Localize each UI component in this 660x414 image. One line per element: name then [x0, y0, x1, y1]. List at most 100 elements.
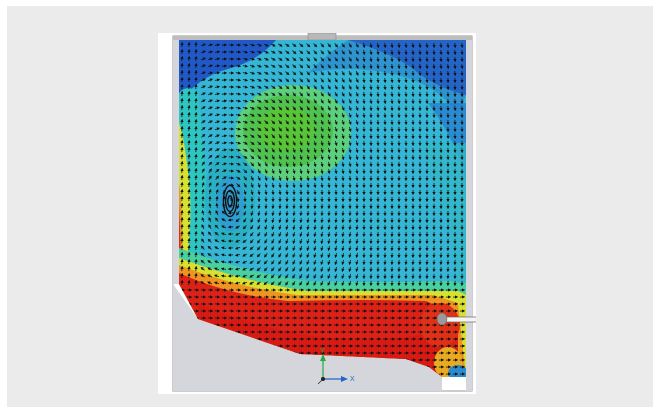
velocity-arrow: [306, 252, 310, 259]
velocity-arrow: [292, 154, 296, 161]
velocity-arrow: [220, 239, 227, 243]
velocity-arrow: [327, 85, 331, 90]
velocity-arrow: [271, 182, 275, 189]
velocity-arrow: [348, 140, 352, 147]
velocity-arrow: [207, 245, 212, 250]
velocity-arrow: [313, 57, 318, 62]
velocity-arrow: [334, 259, 338, 266]
velocity-arrow: [348, 56, 352, 62]
velocity-arrow: [271, 246, 275, 251]
velocity-arrow: [334, 140, 338, 147]
velocity-arrow: [271, 43, 276, 47]
velocity-arrow: [320, 154, 324, 161]
velocity-arrow: [320, 224, 324, 231]
velocity-arrow: [234, 246, 241, 250]
velocity-arrow: [299, 266, 303, 272]
velocity-arrow: [306, 259, 310, 266]
velocity-arrow: [235, 141, 242, 145]
velocity-arrow: [249, 267, 255, 271]
velocity-arrow: [355, 49, 359, 55]
velocity-arrow: [327, 112, 331, 118]
velocity-arrow: [327, 43, 332, 48]
velocity-arrow: [278, 238, 282, 244]
velocity-arrow: [221, 127, 228, 131]
velocity-arrow: [264, 239, 268, 244]
velocity-arrow: [306, 43, 311, 48]
velocity-arrow: [278, 231, 282, 238]
velocity-arrow: [256, 78, 262, 82]
velocity-arrow: [257, 141, 262, 146]
velocity-arrow: [334, 273, 338, 280]
velocity-arrow: [201, 133, 206, 138]
velocity-arrow: [214, 120, 221, 124]
velocity-arrow: [348, 231, 352, 238]
velocity-arrow: [243, 217, 247, 223]
velocity-arrow: [285, 113, 289, 118]
velocity-arrow: [214, 92, 221, 96]
velocity-arrow: [201, 224, 205, 230]
velocity-arrow: [257, 148, 262, 153]
velocity-arrow: [355, 126, 359, 133]
velocity-arrow: [348, 91, 352, 97]
velocity-arrow: [320, 168, 324, 175]
velocity-arrow: [313, 64, 318, 69]
velocity-arrow: [235, 232, 241, 236]
velocity-arrow: [278, 64, 283, 68]
velocity-arrow: [264, 253, 268, 258]
velocity-arrow: [242, 57, 249, 61]
velocity-arrow: [285, 92, 290, 97]
velocity-arrow: [257, 161, 261, 167]
velocity-arrow: [264, 127, 269, 132]
velocity-arrow: [213, 281, 220, 285]
velocity-arrow: [257, 189, 261, 196]
velocity-arrow: [327, 140, 331, 147]
velocity-arrow: [214, 155, 220, 159]
velocity-arrow: [285, 64, 290, 69]
velocity-arrow: [348, 273, 352, 280]
velocity-arrow: [327, 231, 331, 238]
velocity-arrow: [348, 119, 352, 126]
velocity-arrow: [278, 245, 282, 251]
velocity-arrow: [271, 134, 275, 139]
velocity-arrow: [241, 281, 248, 285]
velocity-arrow: [263, 57, 269, 61]
velocity-arrow: [242, 106, 249, 110]
velocity-arrow: [250, 217, 254, 223]
velocity-arrow: [214, 224, 219, 229]
velocity-arrow: [214, 260, 220, 264]
velocity-arrow: [285, 71, 290, 76]
velocity-arrow: [341, 133, 345, 140]
velocity-arrow: [334, 147, 338, 154]
velocity-arrow: [249, 85, 256, 89]
velocity-arrow: [313, 112, 317, 118]
velocity-arrow: [306, 71, 311, 76]
velocity-arrow: [306, 154, 310, 161]
velocity-arrow: [278, 217, 282, 224]
velocity-arrow: [234, 260, 241, 264]
velocity-arrow: [306, 147, 310, 154]
velocity-arrow: [249, 99, 255, 103]
velocity-arrow: [207, 260, 213, 264]
velocity-arrow: [214, 113, 221, 117]
velocity-arrow: [207, 85, 214, 89]
velocity-arrow: [362, 49, 366, 56]
velocity-arrow: [235, 127, 242, 131]
velocity-arrow: [249, 64, 256, 68]
velocity-arrow: [235, 162, 241, 166]
velocity-arrow: [299, 50, 304, 55]
velocity-arrow: [320, 147, 324, 154]
velocity-arrow: [236, 211, 240, 216]
velocity-arrow: [235, 99, 242, 103]
velocity-arrow: [341, 63, 345, 69]
velocity-arrow: [271, 217, 275, 224]
velocity-arrow: [250, 148, 255, 153]
velocity-arrow: [220, 232, 227, 236]
velocity-arrow: [285, 126, 289, 132]
velocity-arrow: [214, 64, 221, 68]
velocity-arrow: [341, 91, 345, 97]
velocity-arrow: [257, 155, 261, 160]
velocity-arrow: [214, 50, 221, 54]
velocity-arrow: [242, 141, 248, 145]
velocity-arrow: [348, 70, 352, 76]
velocity-arrow: [263, 50, 269, 54]
